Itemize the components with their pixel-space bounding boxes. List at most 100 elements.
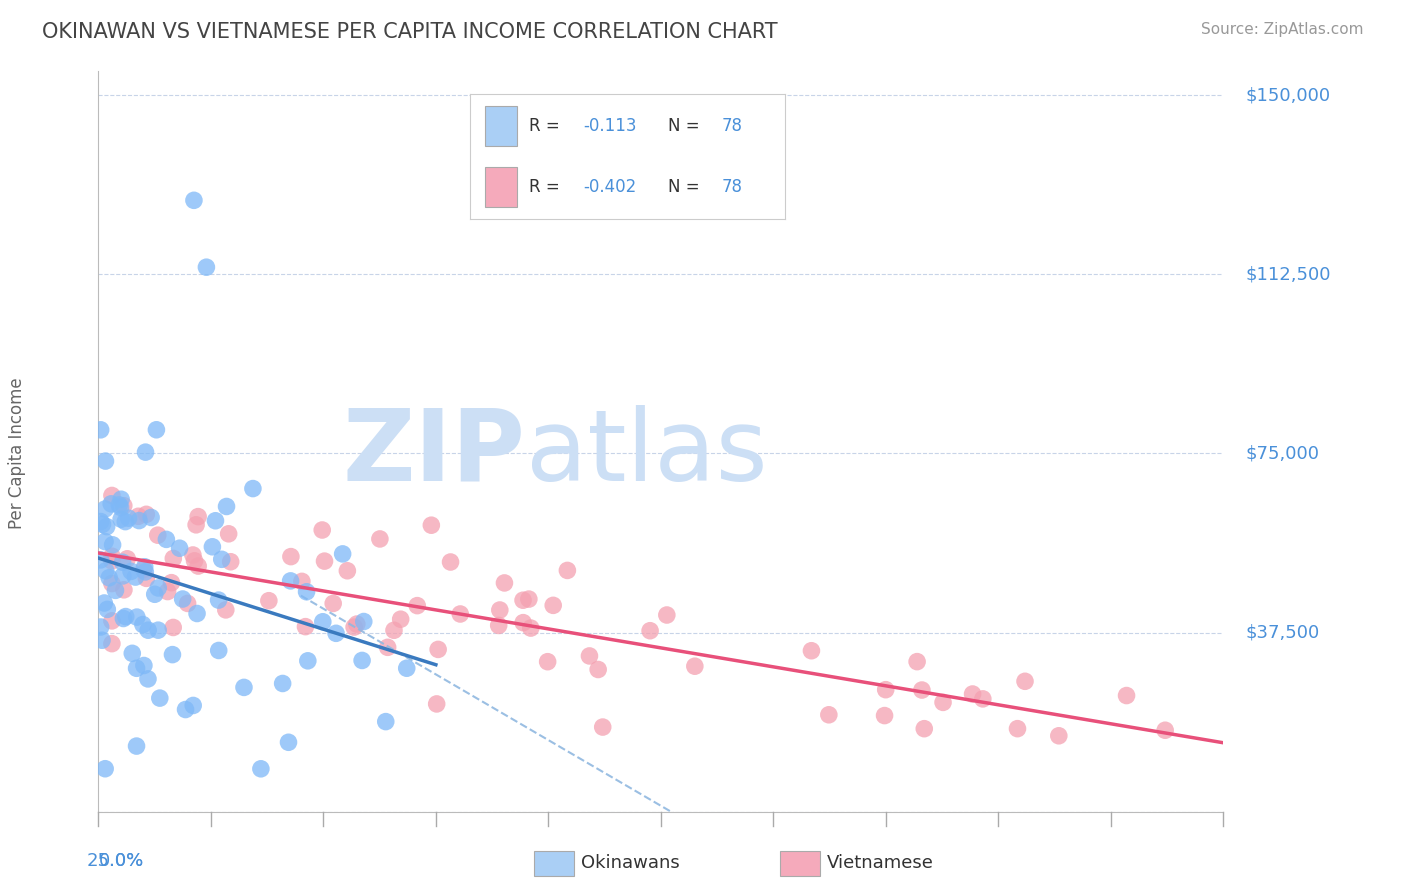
Point bbox=[336, 564, 359, 578]
Point bbox=[128, 514, 150, 528]
Point bbox=[143, 587, 166, 601]
Point bbox=[875, 682, 897, 697]
Point bbox=[110, 492, 132, 507]
Point bbox=[257, 593, 280, 607]
Point bbox=[242, 482, 264, 496]
Point bbox=[962, 687, 984, 701]
Point bbox=[1115, 689, 1137, 703]
Point bbox=[90, 620, 112, 634]
Point bbox=[426, 697, 449, 711]
Point bbox=[181, 698, 204, 713]
Point bbox=[201, 540, 224, 554]
Point bbox=[149, 691, 172, 706]
Point bbox=[124, 570, 146, 584]
Point bbox=[187, 509, 209, 524]
Point bbox=[111, 569, 134, 583]
Point bbox=[172, 592, 194, 607]
Point bbox=[104, 583, 127, 598]
Point bbox=[114, 515, 136, 529]
Text: $112,500: $112,500 bbox=[1246, 265, 1331, 284]
Point bbox=[94, 762, 117, 776]
Point bbox=[204, 514, 226, 528]
Point bbox=[187, 559, 209, 574]
Point bbox=[110, 500, 132, 515]
Point bbox=[291, 574, 314, 589]
Point bbox=[911, 683, 934, 698]
Point bbox=[295, 584, 318, 599]
Point bbox=[578, 648, 600, 663]
Point bbox=[156, 584, 179, 599]
Text: $150,000: $150,000 bbox=[1246, 87, 1331, 104]
Point bbox=[135, 571, 157, 585]
Point bbox=[162, 648, 184, 662]
Point bbox=[101, 488, 124, 502]
Point bbox=[162, 620, 184, 634]
Point bbox=[111, 555, 134, 569]
Point bbox=[184, 517, 207, 532]
Point bbox=[117, 511, 139, 525]
Point bbox=[160, 575, 183, 590]
Point bbox=[114, 609, 136, 624]
Point bbox=[314, 554, 336, 568]
Point bbox=[873, 708, 896, 723]
Point bbox=[297, 654, 319, 668]
Point bbox=[322, 596, 344, 610]
Point bbox=[169, 541, 191, 556]
Text: OKINAWAN VS VIETNAMESE PER CAPITA INCOME CORRELATION CHART: OKINAWAN VS VIETNAMESE PER CAPITA INCOME… bbox=[42, 22, 778, 42]
Point bbox=[343, 620, 366, 634]
Point bbox=[101, 576, 124, 591]
Point bbox=[368, 532, 391, 546]
Text: Okinawans: Okinawans bbox=[581, 855, 679, 872]
Point bbox=[211, 552, 233, 566]
Point bbox=[655, 607, 678, 622]
Point bbox=[537, 655, 560, 669]
Point bbox=[112, 611, 135, 625]
Point bbox=[90, 553, 112, 567]
Point bbox=[134, 445, 156, 459]
Point bbox=[277, 735, 299, 749]
Point bbox=[800, 644, 823, 658]
Point bbox=[311, 523, 333, 537]
Point bbox=[520, 621, 543, 635]
Point bbox=[146, 623, 169, 637]
Point bbox=[818, 707, 841, 722]
Point bbox=[94, 502, 117, 516]
Point bbox=[96, 519, 118, 533]
Point bbox=[972, 691, 994, 706]
Point bbox=[449, 607, 471, 621]
Point bbox=[135, 508, 157, 522]
Point bbox=[488, 618, 510, 632]
Point bbox=[186, 607, 208, 621]
Point bbox=[233, 681, 256, 695]
Point bbox=[91, 517, 114, 532]
Point bbox=[294, 620, 316, 634]
Point bbox=[183, 554, 205, 568]
Point bbox=[162, 551, 184, 566]
Text: Source: ZipAtlas.com: Source: ZipAtlas.com bbox=[1201, 22, 1364, 37]
Point bbox=[512, 593, 534, 607]
Point bbox=[488, 603, 510, 617]
Point bbox=[125, 739, 148, 753]
Point bbox=[219, 555, 242, 569]
Point bbox=[683, 659, 706, 673]
Text: $75,000: $75,000 bbox=[1246, 444, 1320, 462]
Text: atlas: atlas bbox=[526, 405, 768, 502]
Point bbox=[101, 637, 124, 651]
Point bbox=[136, 624, 159, 638]
Point bbox=[101, 614, 124, 628]
Point bbox=[1047, 729, 1070, 743]
Point bbox=[592, 720, 614, 734]
Point bbox=[181, 548, 204, 562]
Point bbox=[132, 563, 155, 577]
Text: ZIP: ZIP bbox=[343, 405, 526, 502]
Point bbox=[101, 554, 124, 568]
Point bbox=[139, 510, 162, 524]
Point bbox=[176, 596, 198, 610]
Point bbox=[148, 581, 170, 595]
Point bbox=[127, 509, 149, 524]
Point bbox=[101, 538, 124, 552]
Point bbox=[208, 643, 231, 657]
Point bbox=[382, 624, 405, 638]
Text: Per Capita Income: Per Capita Income bbox=[8, 377, 27, 529]
Point bbox=[638, 624, 661, 638]
